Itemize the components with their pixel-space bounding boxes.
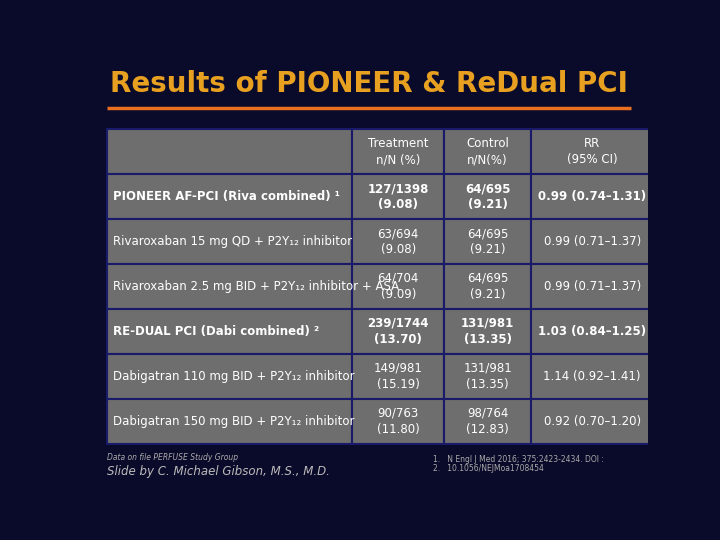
Text: 239/1744
(13.70): 239/1744 (13.70)	[367, 317, 429, 346]
Text: 127/1398
(9.08): 127/1398 (9.08)	[368, 182, 429, 211]
Text: Control
n/N(%): Control n/N(%)	[466, 137, 509, 166]
Bar	[531, 309, 654, 354]
Bar	[444, 309, 531, 354]
Bar	[107, 219, 352, 264]
Text: Rivaroxaban 15 mg QD + P2Y₁₂ inhibitor: Rivaroxaban 15 mg QD + P2Y₁₂ inhibitor	[114, 235, 353, 248]
Text: 1.03 (0.84–1.25): 1.03 (0.84–1.25)	[538, 325, 647, 338]
Bar	[531, 174, 654, 219]
Bar	[531, 219, 654, 264]
Text: 90/763
(11.80): 90/763 (11.80)	[377, 407, 420, 436]
Text: 1.14 (0.92–1.41): 1.14 (0.92–1.41)	[544, 370, 641, 383]
Bar	[531, 264, 654, 309]
Bar	[352, 129, 444, 174]
Bar	[107, 399, 352, 443]
Text: Rivaroxaban 2.5 mg BID + P2Y₁₂ inhibitor + ASA: Rivaroxaban 2.5 mg BID + P2Y₁₂ inhibitor…	[114, 280, 400, 293]
Bar	[352, 219, 444, 264]
Bar	[531, 354, 654, 399]
Bar	[444, 174, 531, 219]
Bar	[531, 399, 654, 443]
Bar	[531, 129, 654, 174]
Text: 64/695
(9.21): 64/695 (9.21)	[467, 227, 508, 256]
Text: RE-DUAL PCI (Dabi combined) ²: RE-DUAL PCI (Dabi combined) ²	[114, 325, 320, 338]
Text: 63/694
(9.08): 63/694 (9.08)	[377, 227, 419, 256]
Bar	[352, 174, 444, 219]
Text: Dabigatran 110 mg BID + P2Y₁₂ inhibitor: Dabigatran 110 mg BID + P2Y₁₂ inhibitor	[114, 370, 355, 383]
Text: 98/764
(12.83): 98/764 (12.83)	[467, 407, 509, 436]
Text: 64/695
(9.21): 64/695 (9.21)	[467, 272, 508, 301]
Text: 131/981
(13.35): 131/981 (13.35)	[463, 362, 512, 391]
Bar	[444, 219, 531, 264]
Text: Results of PIONEER & ReDual PCI: Results of PIONEER & ReDual PCI	[110, 70, 628, 98]
Bar	[444, 354, 531, 399]
Bar	[107, 174, 352, 219]
Text: 149/981
(15.19): 149/981 (15.19)	[374, 362, 423, 391]
Text: PIONEER AF-PCI (Riva combined) ¹: PIONEER AF-PCI (Riva combined) ¹	[114, 190, 341, 203]
Bar	[352, 399, 444, 443]
Text: 0.99 (0.74–1.31): 0.99 (0.74–1.31)	[538, 190, 647, 203]
Bar	[107, 264, 352, 309]
Text: 0.99 (0.71–1.37): 0.99 (0.71–1.37)	[544, 280, 641, 293]
Bar	[107, 309, 352, 354]
Bar	[352, 354, 444, 399]
Text: 131/981
(13.35): 131/981 (13.35)	[461, 317, 514, 346]
Bar	[107, 129, 352, 174]
Text: 1.   N Engl J Med 2016; 375:2423-2434. DOI :: 1. N Engl J Med 2016; 375:2423-2434. DOI…	[433, 455, 604, 464]
Text: RR
(95% CI): RR (95% CI)	[567, 137, 618, 166]
Bar	[444, 129, 531, 174]
Text: Data on file PERFUSE Study Group: Data on file PERFUSE Study Group	[107, 453, 238, 462]
Bar	[444, 264, 531, 309]
Text: Slide by C. Michael Gibson, M.S., M.D.: Slide by C. Michael Gibson, M.S., M.D.	[107, 465, 330, 478]
Bar	[352, 264, 444, 309]
Text: 0.99 (0.71–1.37): 0.99 (0.71–1.37)	[544, 235, 641, 248]
Text: 0.92 (0.70–1.20): 0.92 (0.70–1.20)	[544, 415, 641, 428]
Text: Treatment
n/N (%): Treatment n/N (%)	[368, 137, 428, 166]
Bar	[444, 399, 531, 443]
Text: Dabigatran 150 mg BID + P2Y₁₂ inhibitor: Dabigatran 150 mg BID + P2Y₁₂ inhibitor	[114, 415, 355, 428]
Bar	[107, 354, 352, 399]
Bar	[352, 309, 444, 354]
Text: 64/695
(9.21): 64/695 (9.21)	[465, 182, 510, 211]
Text: 64/704
(9.09): 64/704 (9.09)	[377, 272, 419, 301]
Text: 2.   10.1056/NEJMoa1708454: 2. 10.1056/NEJMoa1708454	[433, 464, 544, 474]
